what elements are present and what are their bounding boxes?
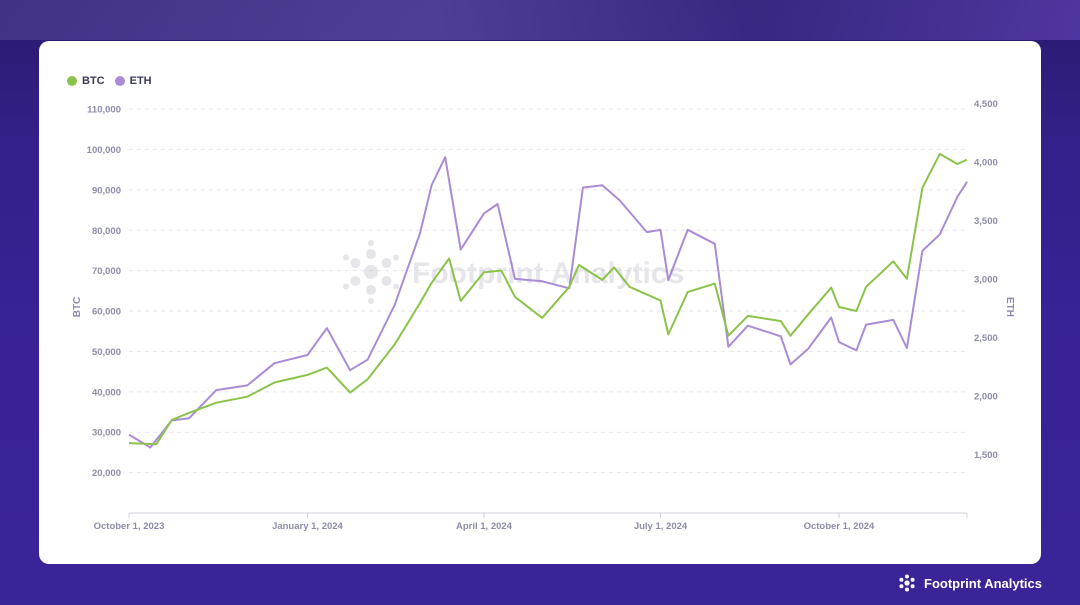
legend-label-btc: BTC bbox=[82, 75, 105, 87]
watermark: Footprint Analytics bbox=[343, 240, 684, 304]
y-tick-label-right: 1,500 bbox=[974, 450, 998, 461]
y-tick-label-right: 3,500 bbox=[974, 216, 998, 227]
watermark-flower-icon bbox=[343, 240, 399, 304]
y-axis-title-left: BTC bbox=[72, 297, 83, 318]
y-tick-label-left: 80,000 bbox=[92, 226, 121, 237]
brand-name: Footprint Analytics bbox=[924, 575, 1042, 591]
x-tick-label: July 1, 2024 bbox=[634, 521, 688, 532]
x-tick-label: October 1, 2024 bbox=[804, 521, 875, 532]
chart-card: BTC ETH 20,000 30,000 40,000 50,000 60,000 70… bbox=[39, 41, 1041, 564]
y-tick-label-left: 110,000 bbox=[87, 105, 121, 116]
y-tick-label-left: 100,000 bbox=[87, 145, 121, 156]
x-tick-label: January 1, 2024 bbox=[272, 521, 343, 532]
y-tick-label-left: 60,000 bbox=[92, 307, 121, 318]
y-tick-label-left: 20,000 bbox=[92, 468, 121, 479]
y-axis-title-right: ETH bbox=[1004, 297, 1015, 317]
y-tick-label-left: 40,000 bbox=[92, 387, 121, 398]
legend-label-eth: ETH bbox=[129, 75, 152, 87]
series-line-eth bbox=[128, 156, 968, 449]
price-chart: 20,000 30,000 40,000 50,000 60,000 70,000 80,0… bbox=[72, 99, 1015, 532]
y-tick-label-left: 50,000 bbox=[92, 347, 121, 358]
watermark-text: Footprint Analytics bbox=[412, 257, 684, 290]
y-tick-label-right: 3,000 bbox=[974, 274, 998, 285]
y-tick-label-left: 30,000 bbox=[92, 428, 121, 439]
legend-item-eth[interactable]: ETH bbox=[114, 75, 152, 87]
y-tick-label-right: 4,000 bbox=[974, 157, 998, 168]
background-band bbox=[0, 0, 1080, 40]
x-tick-label: April 1, 2024 bbox=[456, 521, 513, 532]
y-tick-label-right: 2,500 bbox=[974, 333, 998, 344]
chart-legend: BTC ETH bbox=[67, 75, 152, 87]
y-tick-label-right: 4,500 bbox=[974, 99, 998, 110]
legend-item-btc[interactable]: BTC bbox=[67, 75, 105, 87]
x-tick-label: October 1, 2023 bbox=[94, 521, 165, 532]
y-tick-label-left: 90,000 bbox=[92, 185, 121, 196]
y-tick-label-right: 2,000 bbox=[974, 391, 998, 402]
y-tick-label-left: 70,000 bbox=[92, 266, 121, 277]
legend-dot-eth bbox=[114, 76, 125, 86]
series-line-btc bbox=[128, 152, 968, 446]
brand-logo: Footprint Analytics bbox=[896, 572, 1042, 594]
legend-dot-btc bbox=[67, 76, 77, 86]
footprint-flower-icon bbox=[899, 574, 915, 592]
